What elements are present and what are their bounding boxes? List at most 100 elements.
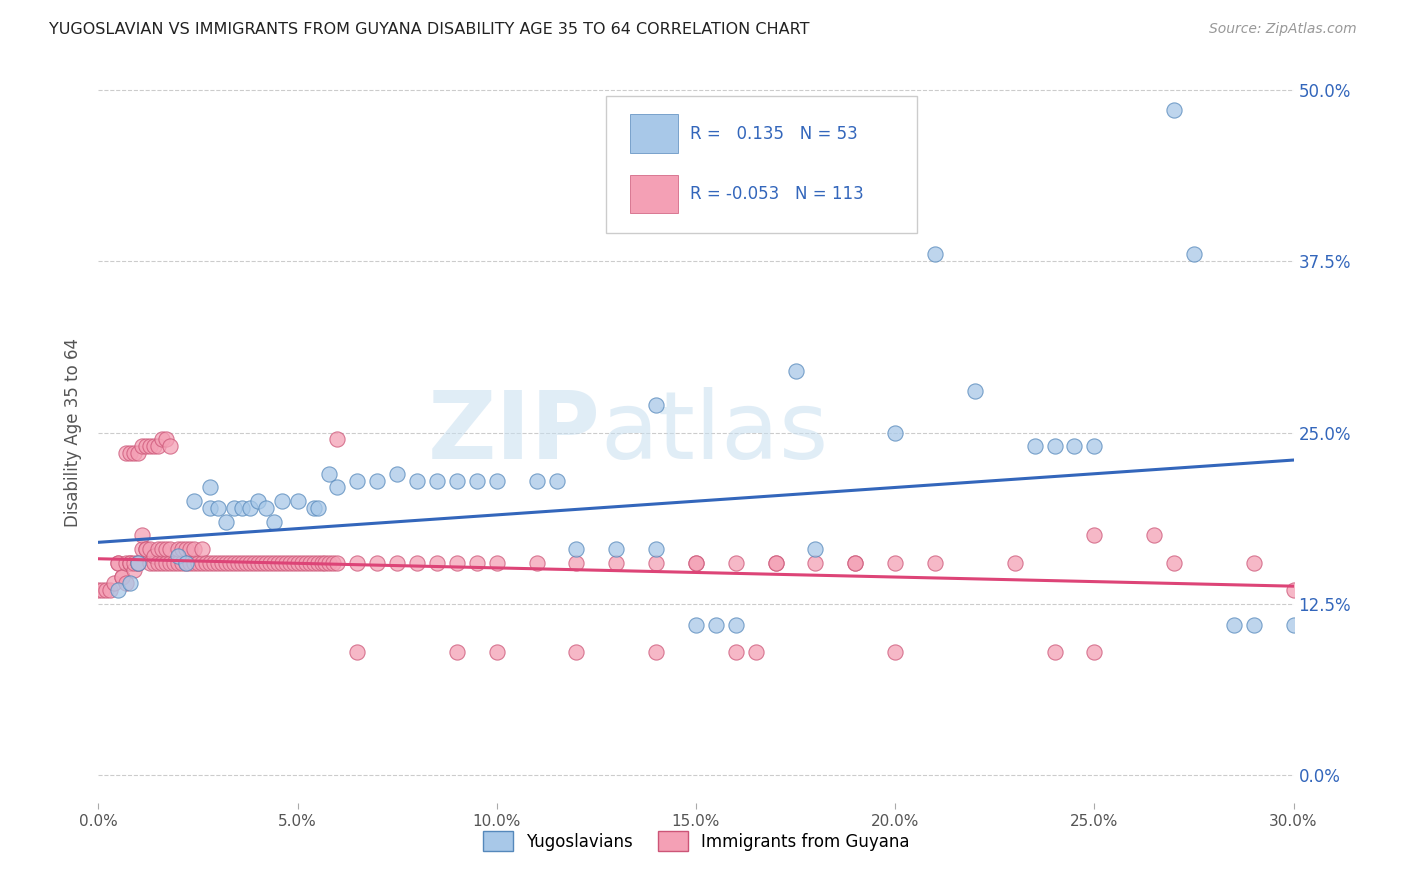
Point <box>139 542 162 557</box>
Point <box>131 542 153 557</box>
Point <box>135 542 157 557</box>
Point <box>159 542 181 557</box>
Point <box>685 556 707 570</box>
Point <box>135 542 157 557</box>
Point <box>263 515 285 529</box>
Point <box>1063 439 1085 453</box>
Point <box>565 542 588 557</box>
Point <box>167 556 190 570</box>
Point <box>183 494 205 508</box>
Point <box>127 446 149 460</box>
Point <box>155 542 177 557</box>
Point <box>1223 617 1246 632</box>
Point <box>1004 556 1026 570</box>
Text: Source: ZipAtlas.com: Source: ZipAtlas.com <box>1209 22 1357 37</box>
Point <box>426 556 449 570</box>
Point <box>131 439 153 453</box>
Point <box>198 480 221 494</box>
Point <box>211 556 233 570</box>
Point <box>120 446 142 460</box>
Point <box>127 556 149 570</box>
Point <box>124 563 146 577</box>
Point <box>1143 528 1166 542</box>
Point <box>346 474 368 488</box>
Point <box>135 439 157 453</box>
Point <box>565 645 588 659</box>
Point <box>283 556 305 570</box>
Point <box>685 556 707 570</box>
Point <box>87 583 110 598</box>
Point <box>366 556 388 570</box>
Point <box>804 556 827 570</box>
Point <box>287 556 309 570</box>
Point <box>111 569 134 583</box>
Point <box>243 556 266 570</box>
Point <box>246 494 269 508</box>
Point <box>346 645 368 659</box>
Point <box>179 542 201 557</box>
Point <box>263 556 285 570</box>
Point <box>139 556 162 570</box>
Point <box>107 583 129 598</box>
Point <box>215 556 238 570</box>
Point <box>159 439 181 453</box>
Point <box>139 439 162 453</box>
FancyBboxPatch shape <box>630 175 678 213</box>
Point <box>406 556 429 570</box>
Point <box>426 474 449 488</box>
Point <box>685 617 707 632</box>
Point <box>346 556 368 570</box>
Point <box>446 556 468 570</box>
Point <box>215 515 238 529</box>
Text: R = -0.053   N = 113: R = -0.053 N = 113 <box>690 186 863 203</box>
Point <box>1182 247 1205 261</box>
Point <box>385 556 409 570</box>
Point <box>207 501 229 516</box>
Point <box>150 542 173 557</box>
Point <box>704 617 727 632</box>
Point <box>465 556 488 570</box>
Point <box>844 556 866 570</box>
Point <box>724 617 747 632</box>
Point <box>270 556 292 570</box>
Point <box>1243 617 1265 632</box>
Point <box>526 474 548 488</box>
Point <box>745 645 768 659</box>
Text: atlas: atlas <box>600 386 828 479</box>
Point <box>127 556 149 570</box>
Point <box>191 556 214 570</box>
Point <box>724 556 747 570</box>
Point <box>174 542 197 557</box>
Point <box>207 556 229 570</box>
Point <box>222 501 245 516</box>
Point <box>235 556 257 570</box>
Point <box>446 474 468 488</box>
Point <box>115 576 138 591</box>
Point <box>326 433 349 447</box>
Point <box>318 467 340 481</box>
Point <box>446 645 468 659</box>
Point <box>605 542 627 557</box>
Point <box>239 501 262 516</box>
Point <box>1282 583 1305 598</box>
Point <box>91 583 114 598</box>
Point <box>198 501 221 516</box>
Point <box>318 556 340 570</box>
Point <box>179 556 201 570</box>
Point <box>645 556 668 570</box>
Point <box>302 556 325 570</box>
Point <box>131 528 153 542</box>
Point <box>187 556 209 570</box>
Point <box>167 549 190 563</box>
Point <box>844 556 866 570</box>
Point <box>307 556 329 570</box>
Point <box>143 556 166 570</box>
Point <box>884 425 907 440</box>
Point <box>163 556 186 570</box>
Point <box>1083 645 1105 659</box>
Point <box>254 501 277 516</box>
Text: YUGOSLAVIAN VS IMMIGRANTS FROM GUYANA DISABILITY AGE 35 TO 64 CORRELATION CHART: YUGOSLAVIAN VS IMMIGRANTS FROM GUYANA DI… <box>49 22 810 37</box>
Point <box>274 556 297 570</box>
Point <box>485 556 508 570</box>
Point <box>1243 556 1265 570</box>
